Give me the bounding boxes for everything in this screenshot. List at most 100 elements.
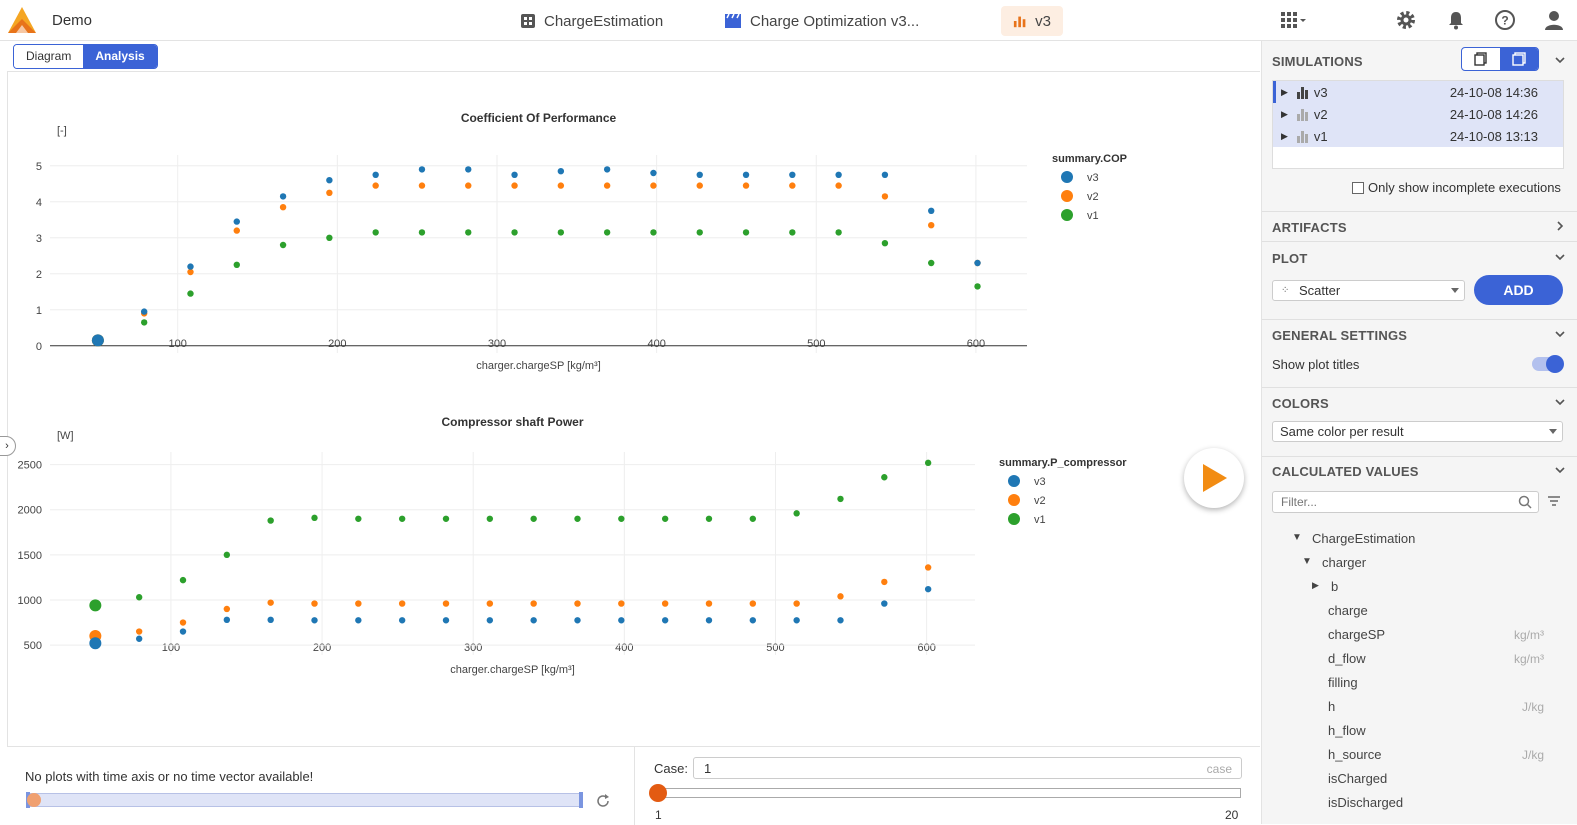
collapse-triangle-icon[interactable]: ▼ xyxy=(1292,532,1302,543)
case-slider[interactable] xyxy=(649,784,1241,802)
data-point-v3 xyxy=(705,617,713,624)
compare-view-button[interactable] xyxy=(1500,48,1538,70)
case-slider-thumb[interactable] xyxy=(649,784,667,802)
data-point-v3 xyxy=(355,617,362,624)
data-point-v2 xyxy=(661,600,669,607)
time-range-slider[interactable] xyxy=(26,792,583,808)
data-point-v2 xyxy=(372,182,379,189)
plot-heading: PLOT xyxy=(1272,251,1308,266)
top-bar: Demo ChargeEstimation Charge Optimizatio… xyxy=(0,0,1577,41)
data-point-v2 xyxy=(233,227,240,234)
data-point-v3 xyxy=(530,617,537,624)
bar-chart-icon xyxy=(1296,131,1308,143)
chevron-down-icon[interactable] xyxy=(1555,329,1565,339)
expand-triangle-icon[interactable]: ▶ xyxy=(1281,130,1288,141)
no-plots-message: No plots with time axis or no time vecto… xyxy=(25,769,314,784)
divider xyxy=(1262,241,1577,242)
data-point-v1 xyxy=(789,229,796,236)
expand-side-panel-button[interactable]: › xyxy=(0,436,16,456)
chart-title: Coefficient Of Performance xyxy=(461,111,617,125)
data-point-v3 xyxy=(928,207,935,214)
data-point-v2 xyxy=(749,600,757,607)
tree-item-is-discharged[interactable]: isDischarged xyxy=(1328,795,1404,810)
tab-v3[interactable]: v3 xyxy=(1001,6,1063,36)
data-point-v2 xyxy=(442,600,450,607)
incomplete-checkbox[interactable] xyxy=(1352,181,1364,194)
expand-triangle-icon[interactable]: ▶ xyxy=(1281,86,1288,97)
play-button[interactable] xyxy=(1184,448,1244,508)
simulation-row-v1[interactable]: ▶ v1 24-10-08 13:13 xyxy=(1273,125,1563,147)
tree-item-d-flow[interactable]: d_flow xyxy=(1328,651,1366,666)
data-point-v3 xyxy=(789,171,796,178)
tree-item-h-flow[interactable]: h_flow xyxy=(1328,723,1366,738)
case-input[interactable]: 1 case xyxy=(693,757,1242,779)
tab-charge-estimation[interactable]: ChargeEstimation xyxy=(508,6,675,36)
app-logo-icon[interactable] xyxy=(6,5,38,35)
data-point-v1 xyxy=(928,259,935,267)
simulation-name: v3 xyxy=(1313,84,1328,100)
range-end-handle[interactable] xyxy=(579,792,583,808)
tab-analysis[interactable]: Analysis xyxy=(83,45,157,68)
data-point-v3 xyxy=(418,166,426,173)
expand-triangle-icon[interactable]: ▶ xyxy=(1312,580,1319,590)
data-point-v3 xyxy=(881,171,889,178)
chart-title: Compressor shaft Power xyxy=(441,415,583,429)
simulation-row-v2[interactable]: ▶ v2 24-10-08 14:26 xyxy=(1273,103,1563,125)
user-avatar-icon[interactable] xyxy=(1543,9,1565,31)
data-point-v2 xyxy=(574,600,581,607)
y-tick-label: 5 xyxy=(36,161,42,173)
simulation-row-v3[interactable]: ▶ v3 24-10-08 14:36 xyxy=(1273,81,1563,103)
bar-chart-icon xyxy=(1296,87,1308,99)
plot-type-select[interactable]: ⁘ Scatter xyxy=(1272,280,1465,301)
legend-label-v2: v2 xyxy=(1034,495,1046,507)
y-tick-label: 2500 xyxy=(18,460,42,472)
list-view-button[interactable] xyxy=(1462,48,1500,70)
tree-item-h[interactable]: h xyxy=(1328,699,1336,714)
chevron-down-icon[interactable] xyxy=(1555,465,1565,475)
chevron-right-icon[interactable] xyxy=(1555,221,1565,231)
expand-triangle-icon[interactable]: ▶ xyxy=(1281,108,1288,119)
chevron-down-icon[interactable] xyxy=(1555,55,1565,65)
data-point-v2 xyxy=(279,204,287,211)
tab-label: ChargeEstimation xyxy=(544,12,664,30)
tree-item-b[interactable]: b xyxy=(1331,579,1339,594)
tree-item-is-charged[interactable]: isCharged xyxy=(1328,771,1388,786)
data-point-v3 xyxy=(398,617,406,624)
filter-icon[interactable] xyxy=(1547,495,1561,507)
data-point-v2 xyxy=(881,578,888,586)
search-icon[interactable] xyxy=(1518,495,1532,509)
y-axis-label: [W] xyxy=(57,430,74,442)
y-tick-label: 1000 xyxy=(18,595,42,607)
refresh-icon[interactable] xyxy=(595,793,611,809)
data-point-v2 xyxy=(530,600,537,607)
tree-item-filling[interactable]: filling xyxy=(1328,675,1358,690)
apps-grid-icon[interactable] xyxy=(1280,9,1308,31)
tree-item-charger[interactable]: charger xyxy=(1322,555,1367,570)
tree-item-h-source[interactable]: h_source xyxy=(1328,747,1382,762)
simulation-date: 24-10-08 13:13 xyxy=(1449,128,1538,144)
tree-item-charge-estimation[interactable]: ChargeEstimation xyxy=(1312,531,1416,546)
help-icon[interactable]: ? xyxy=(1494,9,1516,31)
time-slider-thumb[interactable] xyxy=(27,793,41,807)
show-titles-toggle[interactable] xyxy=(1532,355,1564,373)
add-plot-button[interactable]: ADD xyxy=(1474,275,1563,305)
tab-charge-optimization[interactable]: Charge Optimization v3... xyxy=(712,6,931,36)
data-point-v3 xyxy=(279,193,287,200)
gear-icon[interactable] xyxy=(1395,9,1417,31)
data-point-v2 xyxy=(326,189,333,196)
data-point-v3 xyxy=(372,171,379,178)
chevron-down-icon[interactable] xyxy=(1555,397,1565,407)
data-point-v1 xyxy=(881,240,889,247)
tree-item-charge[interactable]: charge xyxy=(1328,603,1368,618)
tree-item-chargeSP[interactable]: chargeSP xyxy=(1328,627,1386,642)
bell-icon[interactable] xyxy=(1445,9,1467,31)
case-panel: Case: 1 case 1 20 xyxy=(634,747,1260,825)
tab-diagram[interactable]: Diagram xyxy=(14,45,84,68)
data-point-v2 xyxy=(267,599,274,606)
chevron-down-icon[interactable] xyxy=(1555,252,1565,262)
collapse-triangle-icon[interactable]: ▼ xyxy=(1302,556,1312,567)
data-point-v1 xyxy=(650,229,657,236)
data-point-v2 xyxy=(603,182,611,189)
colors-select[interactable]: Same color per result xyxy=(1272,421,1563,442)
filter-input[interactable] xyxy=(1272,491,1539,513)
